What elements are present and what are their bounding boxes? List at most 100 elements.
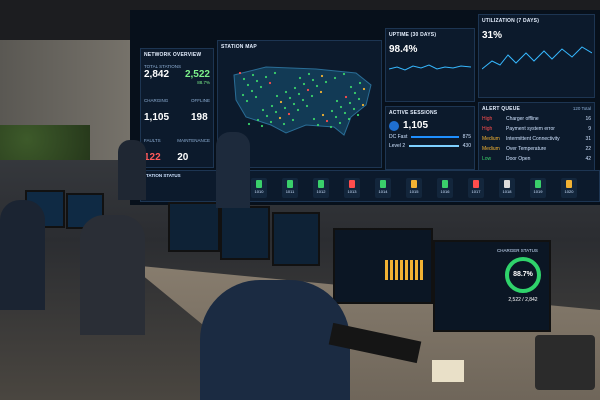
session-row: DC Fast 875	[389, 134, 471, 140]
station-id: 1010	[254, 189, 264, 194]
map-dot	[238, 71, 242, 75]
map-dot	[342, 72, 346, 76]
map-dot	[251, 73, 255, 77]
station-tile: 1017	[468, 178, 484, 198]
panel-title: NETWORK OVERVIEW	[144, 52, 202, 58]
map-dot	[255, 79, 259, 83]
alert-count: 31	[585, 136, 591, 142]
station-id: 1011	[285, 189, 295, 194]
map-dot	[269, 120, 273, 124]
alert-text: Charger offline	[506, 116, 539, 122]
map-dot	[305, 104, 309, 108]
station-id: 1017	[471, 189, 481, 194]
map-dot	[302, 82, 306, 86]
station-tile: 1020	[561, 178, 577, 198]
alert-text: Over Temperature	[506, 146, 547, 152]
person	[200, 280, 350, 400]
map-dot	[324, 80, 328, 84]
alert-row: Medium Over Temperature 22	[482, 146, 591, 152]
value: 88.7%	[513, 271, 533, 278]
panel-title: CHARGER STATUS	[497, 248, 538, 253]
bar	[411, 136, 459, 138]
map-dot	[273, 71, 277, 75]
station-tile: 1013	[344, 178, 360, 198]
map-dot	[344, 95, 348, 99]
station-tile: 1018	[499, 178, 515, 198]
map-dot	[316, 123, 320, 127]
station-id: 1014	[378, 189, 388, 194]
station-id: 1016	[440, 189, 450, 194]
percent: 88.7%	[197, 80, 210, 85]
map-dot	[329, 125, 333, 129]
station-tile: 1014	[375, 178, 391, 198]
alert-row: High Charger offline 16	[482, 116, 591, 122]
sparkline	[388, 64, 472, 71]
map-dot	[274, 110, 278, 114]
status-icon	[349, 180, 355, 188]
label: DC Fast	[389, 134, 408, 140]
map-dot	[288, 96, 292, 100]
panel-title: ALERT QUEUE	[482, 106, 521, 112]
map-dot	[312, 117, 316, 121]
status-icon	[535, 180, 541, 188]
map-dot	[301, 98, 305, 102]
panel-title: ACTIVE SESSIONS	[389, 110, 438, 116]
us-map	[233, 66, 372, 136]
map-dot	[339, 105, 343, 109]
map-dot	[270, 104, 274, 108]
alert-count: 16	[585, 116, 591, 122]
value: 98.4%	[389, 44, 418, 55]
monitor	[220, 206, 270, 260]
alert-text: Payment system error	[506, 126, 555, 132]
map-dot	[347, 117, 351, 121]
status-icon	[473, 180, 479, 188]
status-icon	[380, 180, 386, 188]
value: 20	[177, 152, 189, 163]
map-dot	[357, 97, 361, 101]
map-dot	[264, 75, 268, 79]
map-dot	[356, 113, 360, 117]
map-dot	[242, 77, 246, 81]
icon	[389, 120, 399, 131]
map-dot	[293, 86, 297, 90]
alert-queue-panel: ALERT QUEUE 120 Total High Charger offlin…	[478, 102, 595, 174]
map-dot	[325, 119, 329, 123]
bars	[385, 260, 425, 280]
label: CHARGING	[144, 98, 169, 103]
value: 1,105	[144, 112, 170, 123]
alert-row: Low Door Open 42	[482, 156, 591, 162]
map-dot	[333, 76, 337, 80]
alert-text: Door Open	[506, 156, 531, 162]
value: 2,522	[184, 69, 210, 80]
map-dot	[306, 88, 310, 92]
map-dot	[338, 121, 342, 125]
map-dot	[292, 102, 296, 106]
map-dot	[343, 111, 347, 115]
station-tile: 1011	[282, 178, 298, 198]
map-dot	[361, 103, 365, 107]
map-dot	[259, 85, 263, 89]
station-id: 1015	[409, 189, 419, 194]
map-dot	[321, 113, 325, 117]
status-icon	[504, 180, 510, 188]
map-dot	[260, 124, 264, 128]
value: 31%	[482, 30, 503, 41]
plants	[0, 125, 90, 160]
alert-level: Low	[482, 156, 492, 162]
status-icon	[442, 180, 448, 188]
station-id: 1018	[502, 189, 512, 194]
sparkline	[481, 46, 593, 70]
map-dot	[256, 118, 260, 122]
map-dot	[310, 94, 314, 98]
network-overview-panel: NETWORK OVERVIEW TOTAL STATIONS 2,842 2,…	[140, 48, 214, 168]
panel-title: UTILIZATION (7 DAYS)	[482, 18, 540, 24]
station-tile: 1016	[437, 178, 453, 198]
uptime-panel: UPTIME (30 DAYS) 98.4%	[385, 28, 475, 102]
status-icon	[318, 180, 324, 188]
station-tile: 1015	[406, 178, 422, 198]
station-id: 1013	[347, 189, 357, 194]
monitor	[333, 228, 433, 304]
value: 430	[462, 143, 471, 149]
station-id: 1012	[316, 189, 326, 194]
alert-level: High	[482, 116, 493, 122]
